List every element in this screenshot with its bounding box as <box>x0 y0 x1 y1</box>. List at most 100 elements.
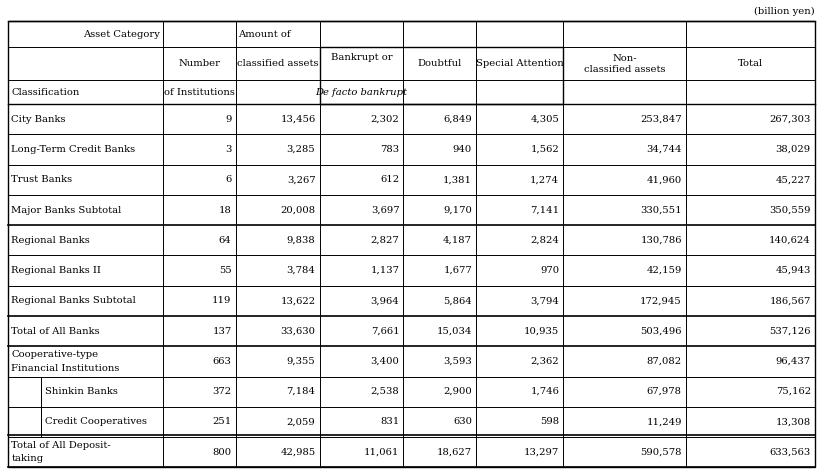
Text: 140,624: 140,624 <box>769 236 811 245</box>
Text: 2,538: 2,538 <box>371 387 400 396</box>
Text: 3,697: 3,697 <box>371 205 400 215</box>
Text: Total of All Deposit-: Total of All Deposit- <box>11 441 111 450</box>
Text: 1,274: 1,274 <box>530 175 559 184</box>
Text: 9,838: 9,838 <box>287 236 315 245</box>
Text: Non-
classified assets: Non- classified assets <box>584 54 665 74</box>
Text: 330,551: 330,551 <box>640 205 681 215</box>
Text: 1,677: 1,677 <box>443 266 472 275</box>
Text: 253,847: 253,847 <box>640 114 681 124</box>
Text: 3: 3 <box>225 145 232 154</box>
Text: Credit Cooperatives: Credit Cooperatives <box>45 417 147 427</box>
Text: 45,227: 45,227 <box>776 175 811 184</box>
Text: 20,008: 20,008 <box>280 205 315 215</box>
Text: 372: 372 <box>212 387 232 396</box>
Text: Asset Category: Asset Category <box>83 30 160 39</box>
Text: 630: 630 <box>453 417 472 427</box>
Text: 590,578: 590,578 <box>640 447 681 457</box>
Text: 11,061: 11,061 <box>364 447 400 457</box>
Text: 251: 251 <box>212 417 232 427</box>
Text: of Institutions: of Institutions <box>164 88 235 97</box>
Text: 598: 598 <box>540 417 559 427</box>
Text: 13,456: 13,456 <box>280 114 315 124</box>
Text: 7,141: 7,141 <box>530 205 559 215</box>
Text: 172,945: 172,945 <box>640 296 681 306</box>
Text: Trust Banks: Trust Banks <box>11 175 73 184</box>
Text: 186,567: 186,567 <box>769 296 811 306</box>
Text: 940: 940 <box>453 145 472 154</box>
Text: Major Banks Subtotal: Major Banks Subtotal <box>11 205 122 215</box>
Text: Cooperative-type: Cooperative-type <box>11 350 98 359</box>
Text: Financial Institutions: Financial Institutions <box>11 364 120 373</box>
Text: 1,562: 1,562 <box>531 145 559 154</box>
Text: 537,126: 537,126 <box>769 326 811 336</box>
Text: 64: 64 <box>219 236 232 245</box>
Text: 33,630: 33,630 <box>280 326 315 336</box>
Text: 800: 800 <box>212 447 232 457</box>
Text: 75,162: 75,162 <box>776 387 811 396</box>
Text: 41,960: 41,960 <box>646 175 681 184</box>
Text: Shinkin Banks: Shinkin Banks <box>45 387 118 396</box>
Text: 6: 6 <box>225 175 232 184</box>
Text: 34,744: 34,744 <box>646 145 681 154</box>
Text: Regional Banks: Regional Banks <box>11 236 90 245</box>
Text: 38,029: 38,029 <box>776 145 811 154</box>
Text: 18,627: 18,627 <box>437 447 472 457</box>
Text: 9,355: 9,355 <box>287 357 315 366</box>
Text: 2,059: 2,059 <box>287 417 315 427</box>
Text: 2,824: 2,824 <box>530 236 559 245</box>
Text: 55: 55 <box>219 266 232 275</box>
Text: 137: 137 <box>212 326 232 336</box>
Text: (billion yen): (billion yen) <box>754 7 815 16</box>
Text: 3,964: 3,964 <box>371 296 400 306</box>
Text: 96,437: 96,437 <box>776 357 811 366</box>
Text: 13,622: 13,622 <box>280 296 315 306</box>
Text: 783: 783 <box>380 145 400 154</box>
Text: 3,267: 3,267 <box>287 175 315 184</box>
Text: 2,362: 2,362 <box>531 357 559 366</box>
Text: 18: 18 <box>219 205 232 215</box>
Text: 2,900: 2,900 <box>443 387 472 396</box>
Text: Regional Banks II: Regional Banks II <box>11 266 102 275</box>
Text: 2,302: 2,302 <box>371 114 400 124</box>
Text: 831: 831 <box>380 417 400 427</box>
Text: 130,786: 130,786 <box>640 236 681 245</box>
Text: 3,794: 3,794 <box>530 296 559 306</box>
Text: De facto bankrupt: De facto bankrupt <box>315 88 408 97</box>
Text: 970: 970 <box>540 266 559 275</box>
Text: 42,159: 42,159 <box>646 266 681 275</box>
Text: 612: 612 <box>380 175 400 184</box>
Text: 87,082: 87,082 <box>647 357 681 366</box>
Text: 2,827: 2,827 <box>371 236 400 245</box>
Text: Bankrupt or: Bankrupt or <box>331 53 392 62</box>
Text: 5,864: 5,864 <box>443 296 472 306</box>
Bar <box>319 47 563 104</box>
Text: Doubtful: Doubtful <box>418 59 462 69</box>
Text: Number: Number <box>179 59 220 69</box>
Text: 9: 9 <box>225 114 232 124</box>
Text: 4,187: 4,187 <box>443 236 472 245</box>
Text: 67,978: 67,978 <box>647 387 681 396</box>
Text: 42,985: 42,985 <box>280 447 315 457</box>
Text: 350,559: 350,559 <box>769 205 811 215</box>
Text: 3,784: 3,784 <box>287 266 315 275</box>
Text: 9,170: 9,170 <box>443 205 472 215</box>
Text: 633,563: 633,563 <box>770 447 811 457</box>
Text: 3,400: 3,400 <box>370 357 400 366</box>
Text: 7,661: 7,661 <box>371 326 400 336</box>
Text: Classification: Classification <box>11 88 79 97</box>
Text: 503,496: 503,496 <box>640 326 681 336</box>
Text: 10,935: 10,935 <box>524 326 559 336</box>
Text: 45,943: 45,943 <box>776 266 811 275</box>
Text: Regional Banks Subtotal: Regional Banks Subtotal <box>11 296 136 306</box>
Text: 267,303: 267,303 <box>769 114 811 124</box>
Text: 4,305: 4,305 <box>530 114 559 124</box>
Text: 3,285: 3,285 <box>287 145 315 154</box>
Text: 7,184: 7,184 <box>287 387 315 396</box>
Text: 11,249: 11,249 <box>646 417 681 427</box>
Text: 1,746: 1,746 <box>530 387 559 396</box>
Text: Special Attention: Special Attention <box>476 59 563 69</box>
Text: Long-Term Credit Banks: Long-Term Credit Banks <box>11 145 136 154</box>
Text: Total: Total <box>738 59 763 69</box>
Text: 15,034: 15,034 <box>437 326 472 336</box>
Text: 1,137: 1,137 <box>370 266 400 275</box>
